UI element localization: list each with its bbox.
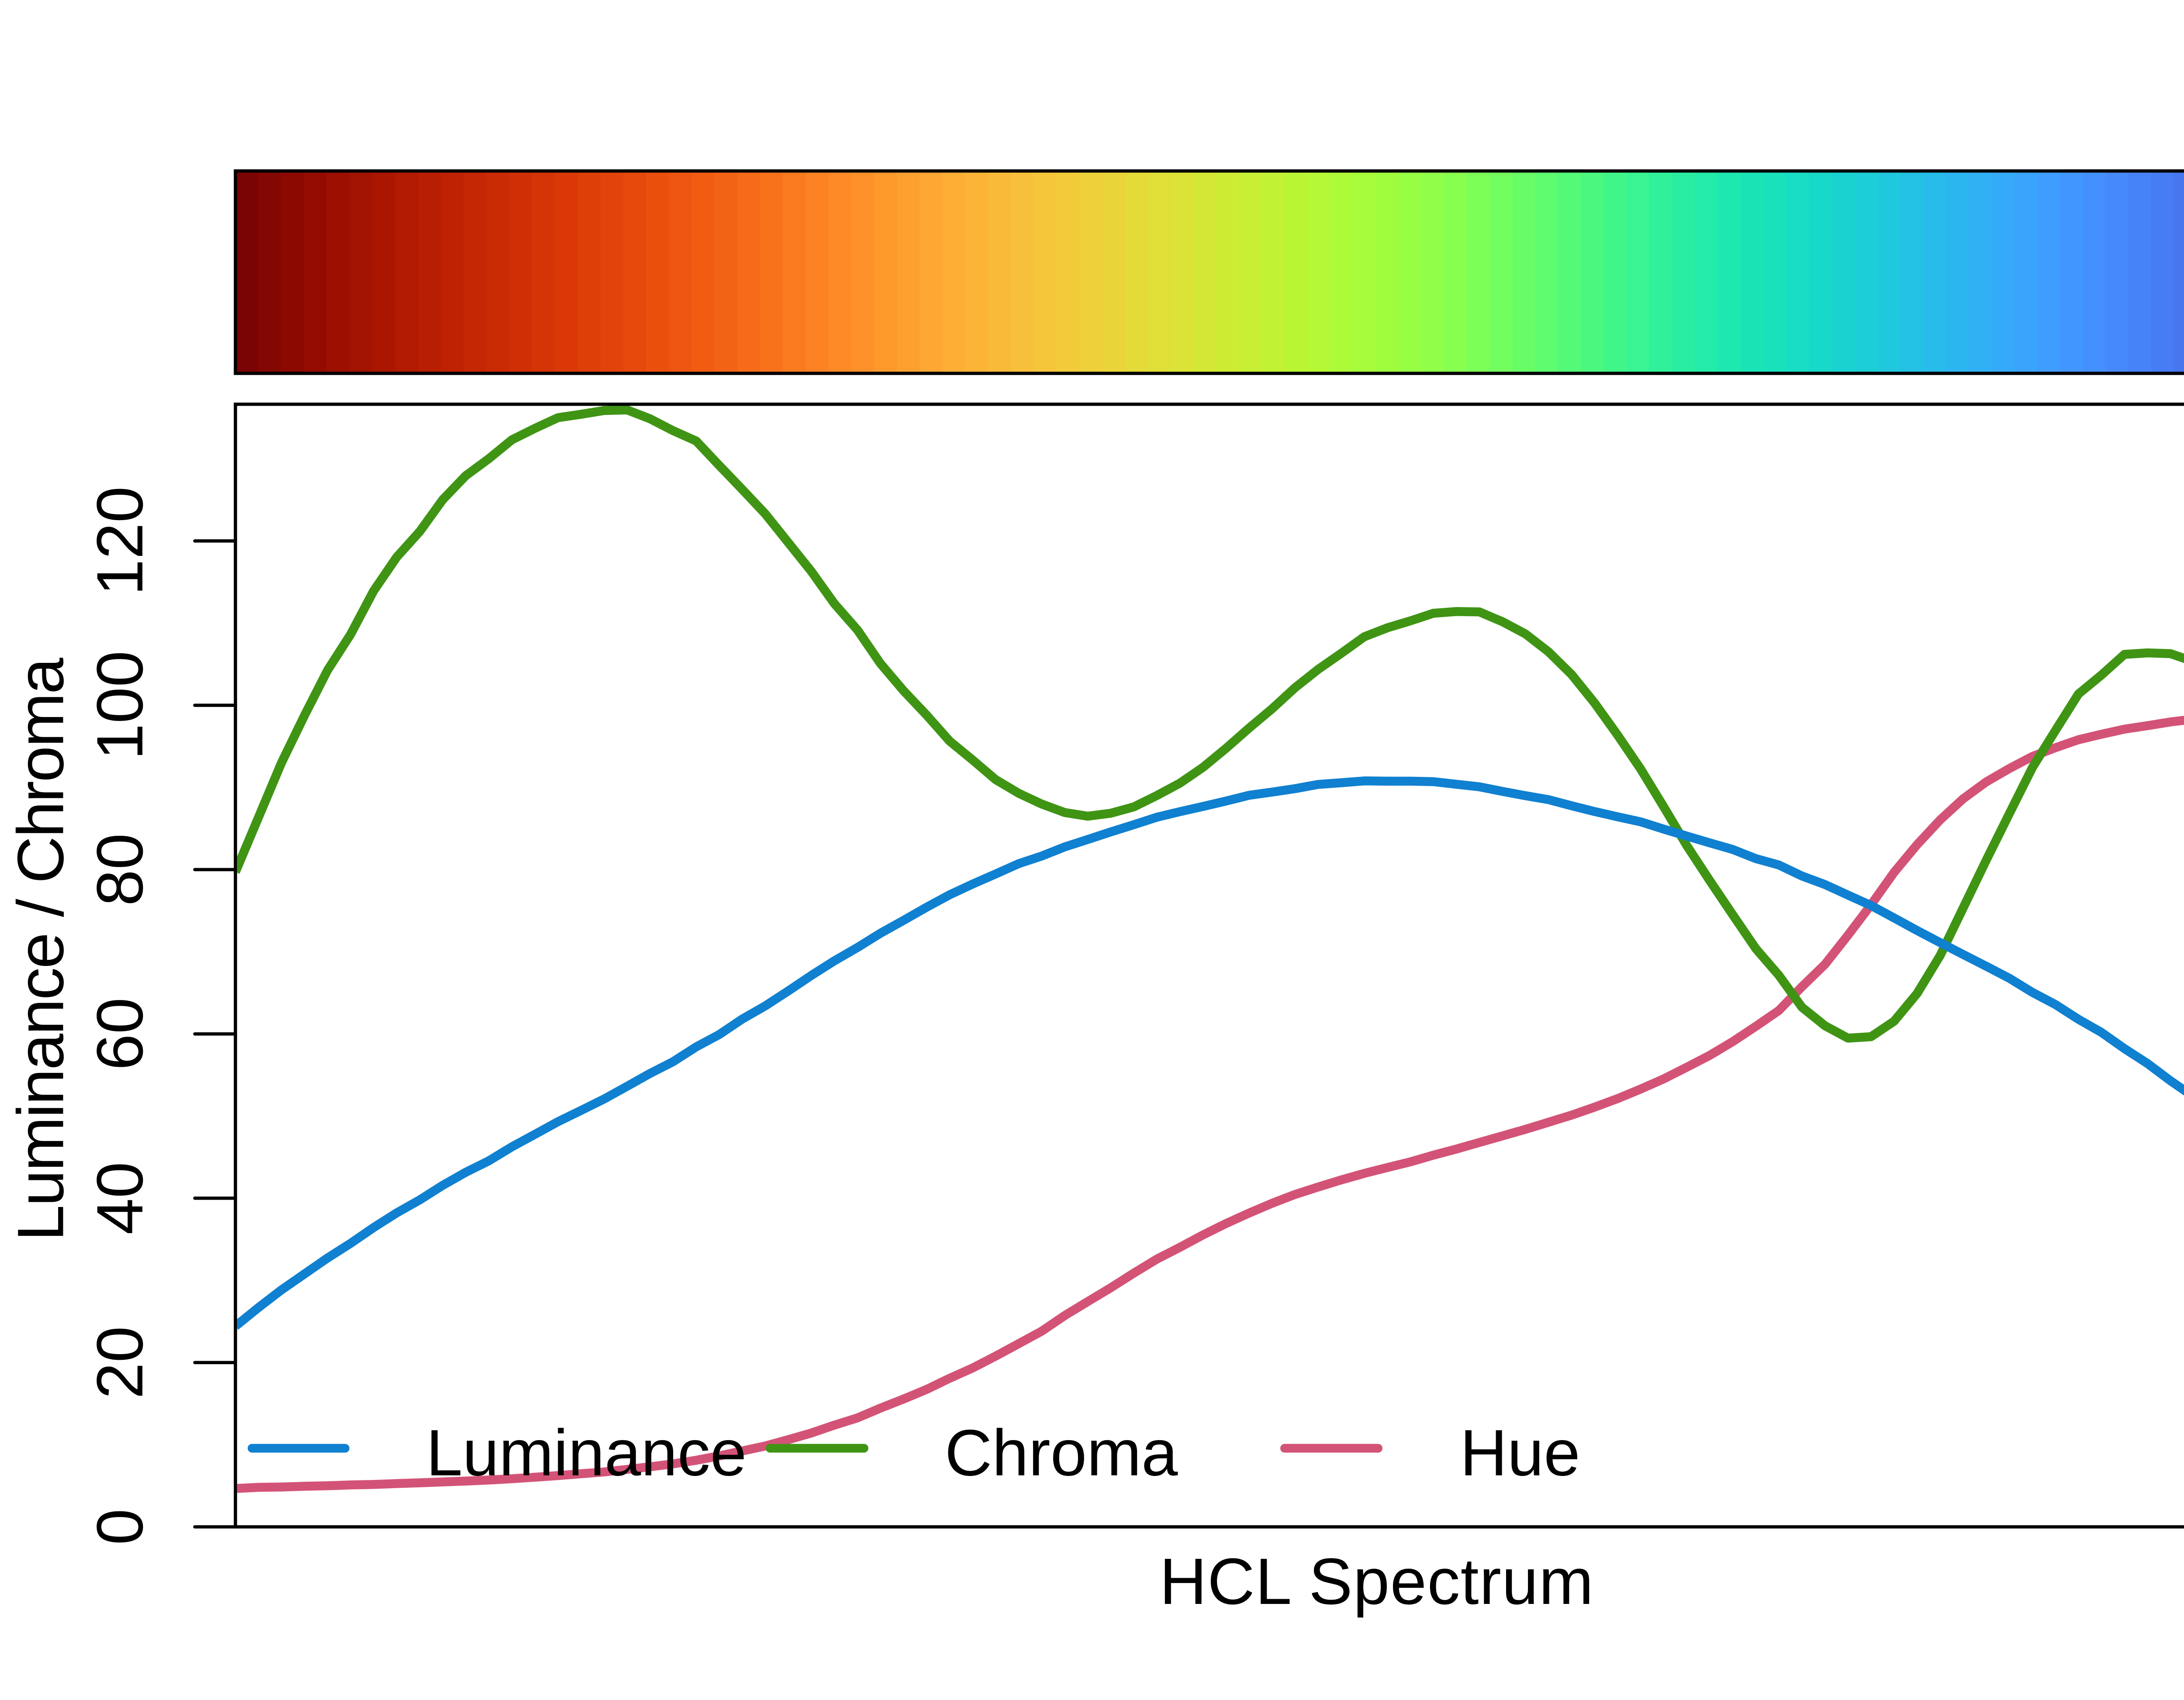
svg-text:Hue: Hue xyxy=(1460,1416,1580,1490)
svg-text:120: 120 xyxy=(83,486,156,596)
svg-text:20: 20 xyxy=(83,1326,156,1399)
svg-text:100: 100 xyxy=(83,651,156,760)
svg-text:0: 0 xyxy=(83,1509,156,1545)
svg-text:40: 40 xyxy=(83,1162,156,1234)
svg-text:60: 60 xyxy=(83,997,156,1070)
svg-text:80: 80 xyxy=(83,833,156,906)
svg-text:Chroma: Chroma xyxy=(945,1416,1178,1490)
svg-text:Luminance: Luminance xyxy=(426,1416,747,1490)
svg-text:Luminance / Chroma: Luminance / Chroma xyxy=(4,658,77,1241)
svg-text:HCL Spectrum: HCL Spectrum xyxy=(1160,1545,1594,1618)
